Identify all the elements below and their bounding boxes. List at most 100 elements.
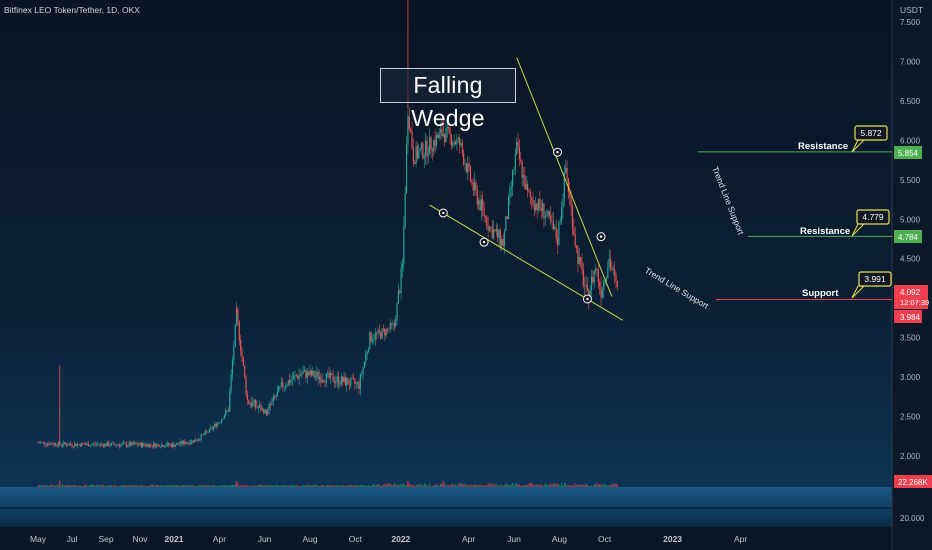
symbol-title[interactable]: Bitfinex LEO Token/Tether, 1D, OKX xyxy=(4,5,140,15)
candle-body xyxy=(192,440,194,443)
currency-label[interactable]: USDT xyxy=(900,5,924,15)
candle-body xyxy=(233,346,235,361)
volume-bar xyxy=(40,484,42,487)
volume-bar xyxy=(584,484,586,487)
volume-bar xyxy=(303,485,306,487)
volume-bar xyxy=(263,485,265,487)
volume-bar xyxy=(154,485,156,487)
volume-bar xyxy=(230,485,232,487)
candle-body xyxy=(174,445,176,447)
volume-bar xyxy=(131,485,133,487)
volume-bar xyxy=(426,485,428,487)
volume-bar xyxy=(533,485,535,487)
candle-body xyxy=(222,418,224,420)
volume-bar xyxy=(578,484,580,487)
volume-bar xyxy=(157,484,159,487)
volume-bar xyxy=(282,485,284,487)
volume-bar xyxy=(581,483,583,487)
volume-bar xyxy=(403,483,405,487)
volume-bar xyxy=(358,485,360,487)
candle-body xyxy=(97,444,99,445)
volume-bar xyxy=(577,484,579,487)
volume-spike xyxy=(58,481,61,487)
volume-bar xyxy=(210,485,212,487)
candle-body xyxy=(193,439,195,443)
candle-body xyxy=(498,229,500,239)
support-axis-badge-bg xyxy=(894,310,922,323)
candle-body xyxy=(135,443,137,445)
volume-bar xyxy=(580,485,582,487)
candle-body xyxy=(548,211,550,216)
volume-bar xyxy=(490,483,492,487)
candle-body xyxy=(459,138,461,146)
time-label: Sep xyxy=(98,534,113,544)
candle-body xyxy=(309,370,311,376)
volume-bar xyxy=(138,485,140,487)
candle-body xyxy=(67,445,69,446)
volume-bar xyxy=(483,485,485,487)
volume-bar xyxy=(603,483,605,487)
candle-body xyxy=(431,149,433,152)
candle-body xyxy=(463,153,465,165)
candle-body xyxy=(320,376,322,383)
candle-body xyxy=(87,443,89,447)
candle-body xyxy=(306,371,308,378)
candle-body xyxy=(384,329,386,336)
volume-bar xyxy=(601,485,603,487)
volume-bar xyxy=(83,484,85,487)
candle-body xyxy=(116,444,118,446)
candle-body xyxy=(407,116,409,145)
volume-bar xyxy=(585,483,587,487)
volume-bar xyxy=(284,485,287,487)
volume-bar xyxy=(362,485,364,487)
candle-body xyxy=(162,444,164,447)
candle-body xyxy=(234,324,236,347)
volume-bar xyxy=(57,485,59,487)
volume-bar xyxy=(494,483,496,487)
volume-bar xyxy=(37,485,39,487)
candle-body xyxy=(219,422,221,423)
volume-bar xyxy=(172,484,174,487)
candle-body xyxy=(201,434,204,435)
time-label: Oct xyxy=(349,534,363,544)
volume-bar xyxy=(231,484,234,487)
volume-bar xyxy=(71,485,73,487)
volume-bar xyxy=(55,485,57,487)
volume-bar xyxy=(268,485,270,487)
candle-body xyxy=(120,444,122,447)
candle-body xyxy=(465,164,467,173)
volume-bar xyxy=(162,485,164,487)
candle-body xyxy=(291,379,293,381)
volume-bar xyxy=(570,485,572,487)
volume-bar xyxy=(400,483,402,487)
volume-bar xyxy=(244,485,246,487)
candle-body xyxy=(333,381,336,383)
candle-body xyxy=(441,129,443,137)
volume-bar xyxy=(123,484,125,487)
volume-bar xyxy=(259,484,261,487)
candle-body xyxy=(294,375,296,376)
trend-line-upper[interactable] xyxy=(516,57,613,297)
candle-body xyxy=(246,394,249,401)
price-tick-label: 7.000 xyxy=(900,57,921,66)
level-resistance-2: Resistance 4.779 4.784 xyxy=(800,209,922,243)
candle-body xyxy=(274,396,276,398)
volume-bar xyxy=(590,485,593,487)
volume-bar xyxy=(144,485,147,487)
volume-bar xyxy=(275,484,277,487)
candle-body xyxy=(159,446,161,448)
touch-markers xyxy=(438,147,606,304)
candle-body xyxy=(396,303,398,321)
volume-bar xyxy=(608,485,610,487)
volume-bar xyxy=(120,485,122,487)
volume-bar xyxy=(305,485,307,487)
candle-body xyxy=(74,443,76,447)
candle-body xyxy=(261,409,263,411)
volume-bar xyxy=(352,485,355,487)
volume-bar xyxy=(575,485,578,487)
volume-bar xyxy=(106,485,108,487)
candle-body xyxy=(574,234,576,246)
candle-body xyxy=(210,427,212,429)
volume-bar xyxy=(153,484,155,487)
candle-body xyxy=(399,291,401,294)
